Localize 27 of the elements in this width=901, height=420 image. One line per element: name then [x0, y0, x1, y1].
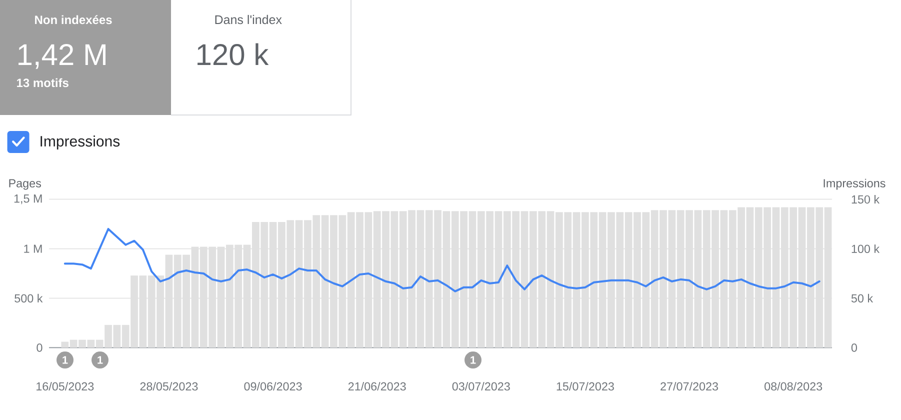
text: 1 [470, 356, 476, 364]
y-tick-label: 500 k [14, 294, 43, 303]
x-tick-label: 28/05/2023 [140, 382, 198, 391]
text: Non indexées [35, 15, 112, 24]
x-tick-label: 08/08/2023 [764, 382, 822, 391]
text: 120 k [198, 43, 269, 66]
text: 13 motifs [17, 78, 68, 88]
y2-tick-label: 50 k [851, 294, 874, 303]
text: 1,42 M [18, 44, 106, 69]
y2-tick-label: 150 k [852, 195, 880, 204]
legend-label: Impressions [40, 136, 120, 150]
y-tick-label: 0 [36, 344, 42, 352]
y-tick-label: 1,5 M [14, 194, 42, 204]
y2-tick-label: 100 k [852, 244, 880, 254]
x-tick-label: 09/06/2023 [244, 382, 302, 391]
y2-axis-title: Impressions [824, 178, 886, 190]
y-axis-title: Pages [9, 179, 41, 190]
x-tick-label: 21/06/2023 [348, 382, 406, 391]
y-tick-label: 1 M [24, 244, 42, 253]
x-tick-label: 15/07/2023 [556, 382, 614, 391]
text: 1 [62, 356, 68, 364]
y2-tick-label: 0 [851, 344, 858, 352]
x-tick-label: 27/07/2023 [660, 382, 718, 391]
x-tick-label: 03/07/2023 [452, 382, 510, 391]
text: 1 [98, 356, 103, 364]
text: Dans l'index [215, 14, 282, 24]
x-tick-label: 16/05/2023 [36, 382, 94, 391]
